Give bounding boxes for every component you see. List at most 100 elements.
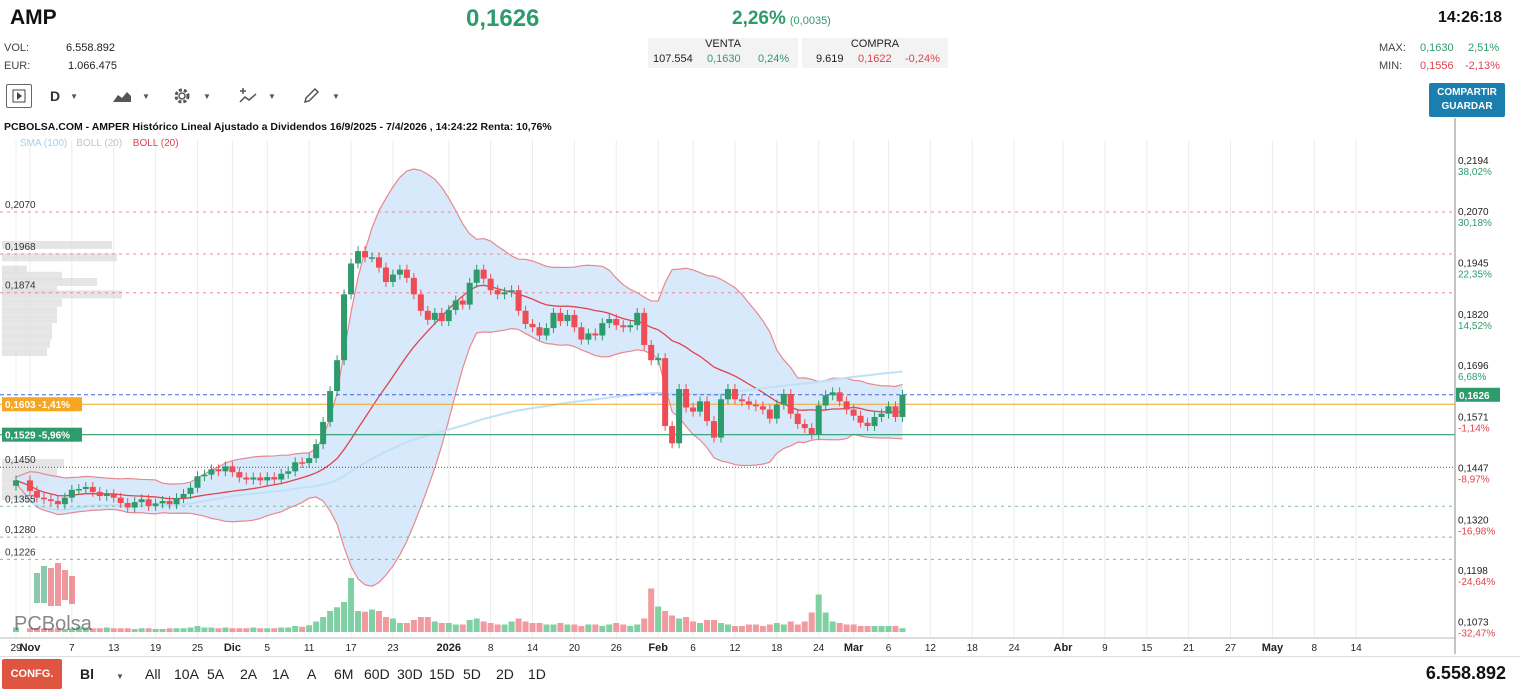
range-2d[interactable]: 2D (496, 666, 514, 682)
time-tick-label: Feb (648, 642, 668, 654)
volume-profile-bar (2, 253, 117, 262)
range-30d[interactable]: 30D (397, 666, 423, 682)
indicators-select[interactable]: ▼ (238, 84, 276, 108)
candle-body (892, 406, 899, 417)
time-tick-label: 24 (1009, 643, 1021, 654)
range-5d[interactable]: 5D (463, 666, 481, 682)
candle-body (850, 409, 857, 416)
volume-bar (543, 624, 550, 632)
candle-body (229, 466, 236, 473)
volume-bar (494, 624, 501, 632)
min-value: 0,1556 (1420, 60, 1454, 72)
percent-tick-label: 6,68% (1458, 372, 1486, 383)
volume-bar (362, 611, 368, 632)
range-1d[interactable]: 1D (528, 666, 546, 682)
pcbolsa-logo: PCBolsa (14, 563, 93, 635)
candle-body (815, 405, 822, 435)
candle-body (522, 310, 529, 324)
candle-body (501, 292, 508, 295)
config-button[interactable]: CONFG. (2, 659, 62, 689)
time-tick-label: 18 (967, 643, 979, 654)
volume-profile-bar (2, 331, 52, 340)
logo-bar (34, 573, 40, 603)
quote-header: AMP 0,1626 2,26% (0,0035) 14:26:18 VOL: 6… (0, 0, 1520, 80)
price-tick-label: 0,1696 (1458, 361, 1489, 372)
percent-tick-label: -32,47% (1458, 628, 1495, 639)
volume-bar (648, 588, 655, 632)
range-6m[interactable]: 6M (334, 666, 354, 682)
volume-bar (662, 611, 669, 632)
range-2a[interactable]: 2A (240, 666, 258, 682)
time-tick-label: Nov (20, 642, 42, 654)
candle-body (236, 472, 243, 478)
last-price-label: 0,1626 (1459, 391, 1490, 402)
candle-body (487, 278, 494, 291)
candle-body (341, 294, 348, 361)
period-select[interactable]: D ▼ (50, 84, 78, 108)
volume-bar (599, 626, 606, 632)
volume-bar (299, 626, 306, 632)
candle-body (585, 333, 592, 340)
mode-select[interactable]: Bl ▼ (80, 666, 124, 682)
volume-bar (250, 627, 257, 632)
price-tick-label: 0,1945 (1458, 258, 1489, 269)
volume-bar (655, 606, 662, 632)
volume-bar (850, 624, 857, 632)
range-1a[interactable]: 1A (272, 666, 290, 682)
range-a[interactable]: A (307, 666, 317, 682)
indicators-icon (239, 88, 257, 103)
volume-profile-bar (2, 459, 64, 468)
time-tick-label: 15 (1141, 643, 1153, 654)
range-5a[interactable]: 5A (207, 666, 225, 682)
volume-bar (47, 629, 54, 632)
volume-profile-bar (2, 306, 57, 315)
time-tick-label: 12 (925, 643, 937, 654)
chart-type-select[interactable]: ▼ (112, 84, 150, 108)
chart-canvas[interactable]: 0,2070 0,1968 0,1874 0,1450 0,1355 0,1280 0,12… (0, 118, 1520, 656)
range-10a[interactable]: 10A (174, 666, 199, 682)
green-level-label: 0,1529 -5,96% (5, 431, 70, 442)
candle-body (780, 393, 787, 405)
percent-tick-label: -8,97% (1458, 474, 1490, 485)
volume-bar (487, 623, 494, 632)
candle-body (187, 487, 194, 494)
candle-body (403, 269, 410, 278)
bollinger-band-fill (16, 169, 903, 587)
volume-bar (264, 628, 271, 632)
volume-bar (40, 628, 47, 632)
candle-body (773, 404, 780, 419)
share-save-button[interactable]: COMPARTIR GUARDAR (1429, 83, 1505, 117)
drawing-tools-select[interactable]: ▼ (302, 84, 340, 108)
candle-body (885, 406, 892, 414)
time-tick-label: 8 (1311, 643, 1317, 654)
candle-body (271, 477, 278, 480)
candle-body (68, 489, 75, 498)
volume-bar (396, 623, 403, 632)
price-tick-label: 0,1571 (1458, 412, 1489, 423)
panel-toggle-icon (12, 89, 26, 103)
candle-body (878, 413, 885, 417)
level-label: 0,1874 (5, 281, 36, 292)
candle-body (299, 462, 306, 464)
range-60d[interactable]: 60D (364, 666, 390, 682)
panel-toggle-button[interactable] (6, 84, 32, 108)
volume-bar (68, 628, 75, 632)
volume-bar (82, 627, 89, 632)
settings-select[interactable]: ▼ (171, 84, 211, 108)
percent-tick-label: -16,98% (1458, 527, 1495, 538)
price-chart[interactable]: 0,2070 0,1968 0,1874 0,1450 0,1355 0,1280 0,12… (0, 118, 1520, 656)
candle-body (655, 358, 662, 361)
time-tick-label: 8 (488, 643, 494, 654)
volume-bar (152, 629, 159, 632)
candle-body (431, 312, 438, 320)
candle-body (592, 333, 599, 336)
time-tick-label: 13 (108, 643, 120, 654)
range-15d[interactable]: 15D (429, 666, 455, 682)
volume-bar (89, 628, 96, 632)
volume-bar (822, 612, 829, 632)
level-label: 0,1450 (5, 455, 36, 466)
range-all[interactable]: All (145, 666, 161, 682)
volume-profile-bar (2, 347, 47, 356)
candle-body (138, 499, 145, 503)
percent-tick-label: 38,02% (1458, 167, 1492, 178)
